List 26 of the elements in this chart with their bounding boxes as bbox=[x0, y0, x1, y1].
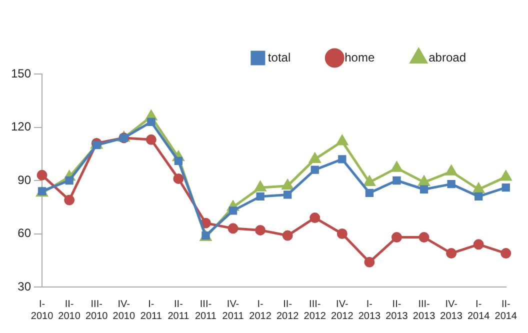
y-tick-label: 30 bbox=[18, 279, 32, 294]
x-tick-label: III- 2012 bbox=[304, 298, 326, 322]
x-tick-label: III- 2011 bbox=[194, 298, 217, 322]
y-tick-label: 60 bbox=[18, 226, 32, 240]
legend-label: home bbox=[344, 50, 375, 64]
x-tick-label: IV- 2010 bbox=[112, 298, 136, 322]
x-tick-label: II- 2012 bbox=[276, 298, 300, 322]
x-tick-label: I- 2010 bbox=[30, 298, 54, 322]
x-tick-label: II- 2010 bbox=[58, 298, 81, 322]
x-tick-label: I- 2013 bbox=[358, 298, 382, 322]
x-tick-label: I- 2012 bbox=[249, 298, 272, 322]
x-tick-label: IV- 2011 bbox=[222, 298, 244, 322]
y-tick-label: 90 bbox=[18, 172, 32, 187]
x-tick-label: II- 2011 bbox=[168, 298, 190, 322]
x-tick-label: I- 2014 bbox=[467, 298, 490, 322]
x-tick-label: IV- 2012 bbox=[331, 298, 354, 322]
x-tick-label: III- 2013 bbox=[412, 298, 436, 322]
x-tick-label: III- 2010 bbox=[85, 298, 108, 322]
y-tick-label: 150 bbox=[10, 66, 32, 80]
x-tick-label: I- 2011 bbox=[140, 298, 162, 322]
x-tick-label: II- 2014 bbox=[494, 298, 518, 322]
x-tick-label: IV- 2013 bbox=[440, 298, 463, 322]
y-tick-label: 120 bbox=[10, 120, 32, 134]
legend-label: total bbox=[268, 50, 291, 64]
x-tick-label: II- 2013 bbox=[386, 298, 408, 322]
legend-label: abroad bbox=[428, 50, 466, 64]
